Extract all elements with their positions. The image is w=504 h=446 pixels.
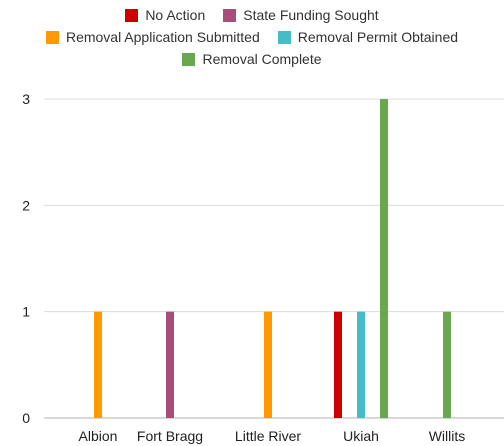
legend-swatch-removal-complete — [182, 52, 196, 66]
legend-row-3: Removal Complete — [0, 48, 504, 70]
chart-legend: No Action State Funding Sought Removal A… — [0, 4, 504, 70]
legend-row-2: Removal Application Submitted Removal Pe… — [0, 26, 504, 48]
legend-item-removal-complete: Removal Complete — [182, 51, 322, 67]
legend-label-no-action: No Action — [145, 7, 206, 23]
y-tick-label: 3 — [22, 91, 30, 107]
legend-swatch-removal-application-submitted — [45, 30, 59, 44]
bar — [334, 311, 342, 418]
x-tick-label: Little River — [235, 428, 301, 444]
bar — [443, 311, 451, 418]
legend-item-state-funding-sought: State Funding Sought — [223, 7, 379, 23]
legend-label-state-funding-sought: State Funding Sought — [243, 7, 379, 23]
legend-swatch-removal-permit-obtained — [277, 30, 291, 44]
bar — [264, 311, 272, 418]
legend-row-1: No Action State Funding Sought — [0, 4, 504, 26]
x-tick-label: Albion — [79, 428, 118, 444]
bar — [166, 311, 174, 418]
legend-item-no-action: No Action — [125, 7, 205, 23]
y-tick-label: 1 — [22, 304, 30, 320]
bar — [380, 99, 388, 418]
legend-item-removal-application-submitted: Removal Application Submitted — [45, 29, 260, 45]
x-tick-label: Willits — [429, 428, 466, 444]
legend-label-removal-complete: Removal Complete — [202, 51, 322, 67]
legend-item-removal-permit-obtained: Removal Permit Obtained — [277, 29, 459, 45]
legend-swatch-no-action — [125, 8, 139, 22]
gridlines — [44, 98, 504, 419]
bar — [357, 311, 365, 418]
legend-label-removal-permit-obtained: Removal Permit Obtained — [297, 29, 459, 45]
legend-label-removal-application-submitted: Removal Application Submitted — [65, 29, 260, 45]
x-tick-label: Ukiah — [343, 428, 379, 444]
bar — [94, 311, 102, 418]
y-tick-label: 0 — [22, 410, 30, 426]
x-tick-label: Fort Bragg — [137, 428, 203, 444]
bars — [94, 99, 451, 418]
axis-labels: 0 1 2 3 Albion Fort Bragg Little River Ukiah Wil… — [22, 91, 465, 444]
legend-swatch-state-funding-sought — [223, 8, 237, 22]
y-tick-label: 2 — [22, 197, 30, 213]
